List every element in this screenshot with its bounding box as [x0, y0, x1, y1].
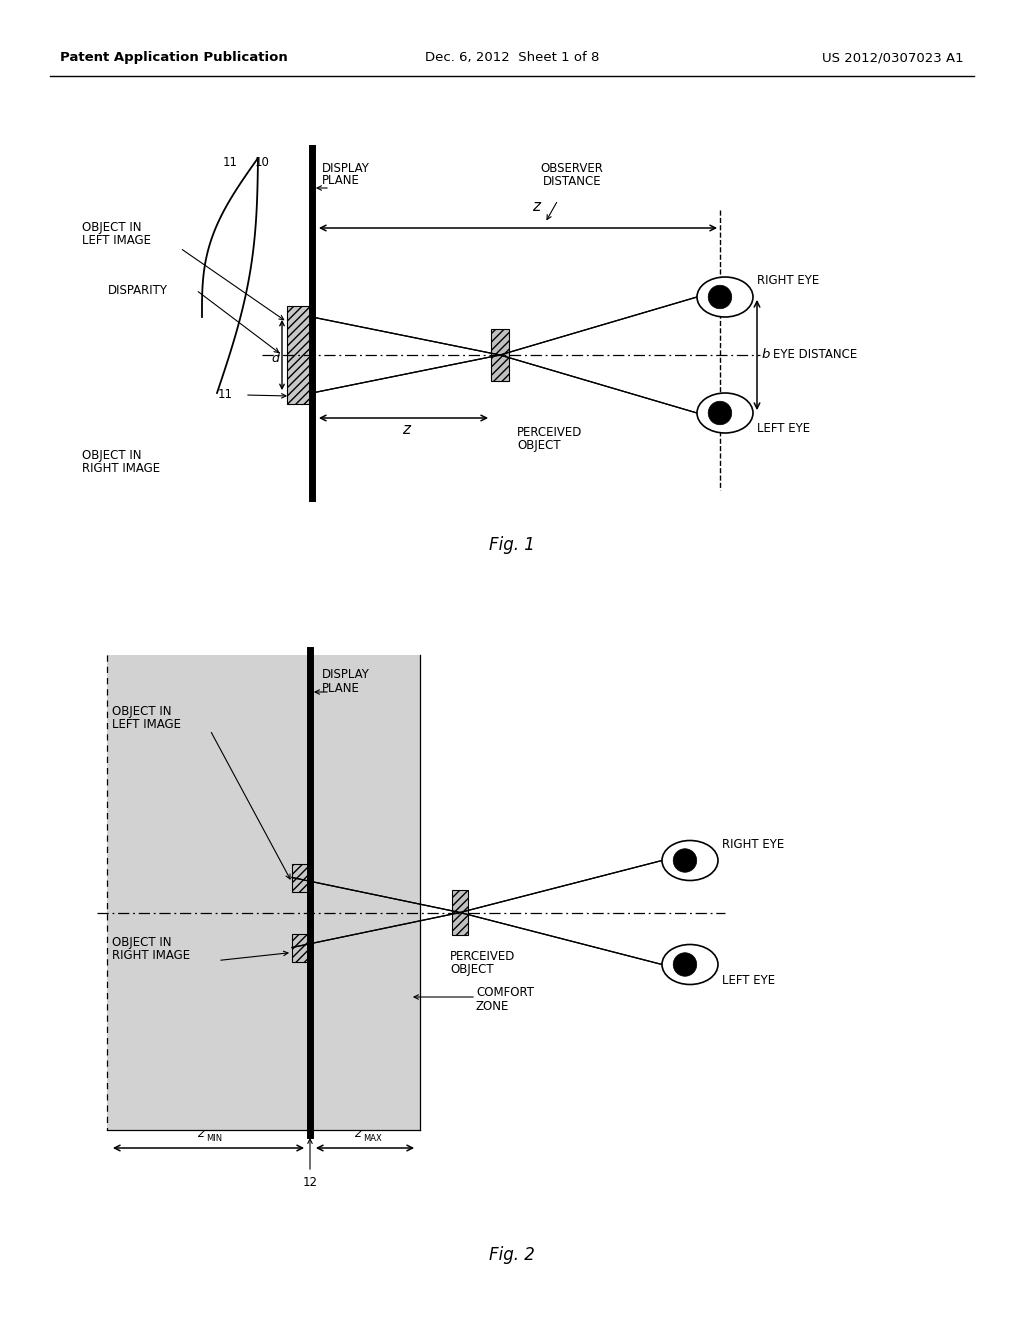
Text: Fig. 2: Fig. 2 [489, 1246, 535, 1265]
Text: RIGHT IMAGE: RIGHT IMAGE [82, 462, 160, 474]
Text: 10: 10 [255, 157, 269, 169]
Text: OBJECT IN: OBJECT IN [82, 222, 141, 235]
Text: z: z [353, 1127, 360, 1140]
Circle shape [673, 849, 696, 873]
Ellipse shape [662, 841, 718, 880]
Text: 11: 11 [217, 388, 232, 401]
Text: 12: 12 [302, 1176, 317, 1188]
Bar [292, 933, 310, 961]
Bar [106, 655, 420, 1130]
Circle shape [673, 953, 696, 977]
Text: PERCEIVED: PERCEIVED [450, 950, 515, 964]
Text: Dec. 6, 2012  Sheet 1 of 8: Dec. 6, 2012 Sheet 1 of 8 [425, 51, 599, 65]
Text: LEFT EYE: LEFT EYE [722, 974, 775, 987]
Text: MAX: MAX [362, 1134, 382, 1143]
Text: z: z [532, 199, 540, 214]
Text: Patent Application Publication: Patent Application Publication [60, 51, 288, 65]
Text: DISPARITY: DISPARITY [108, 284, 168, 297]
Text: US 2012/0307023 A1: US 2012/0307023 A1 [822, 51, 964, 65]
Text: EYE DISTANCE: EYE DISTANCE [773, 348, 857, 362]
Text: OBJECT: OBJECT [517, 440, 560, 453]
Text: RIGHT EYE: RIGHT EYE [722, 838, 784, 851]
Ellipse shape [662, 945, 718, 985]
Text: PLANE: PLANE [322, 681, 359, 694]
Text: PLANE: PLANE [322, 174, 359, 187]
Text: z: z [402, 422, 410, 437]
Text: DISPLAY: DISPLAY [322, 668, 370, 681]
Text: b: b [762, 348, 770, 362]
Text: OBJECT IN: OBJECT IN [112, 936, 171, 949]
Text: RIGHT IMAGE: RIGHT IMAGE [112, 949, 190, 962]
Bar [452, 890, 468, 935]
Bar [490, 329, 509, 381]
Text: OBSERVER: OBSERVER [541, 162, 603, 176]
Text: LEFT EYE: LEFT EYE [757, 422, 810, 436]
Text: d: d [271, 351, 279, 364]
Text: COMFORT: COMFORT [476, 986, 534, 999]
Circle shape [709, 285, 732, 309]
Text: LEFT IMAGE: LEFT IMAGE [82, 235, 151, 248]
Text: 11: 11 [222, 157, 238, 169]
Text: RIGHT EYE: RIGHT EYE [757, 275, 819, 288]
Ellipse shape [697, 277, 753, 317]
Text: ZONE: ZONE [476, 999, 509, 1012]
Ellipse shape [697, 393, 753, 433]
Text: PERCEIVED: PERCEIVED [517, 425, 583, 438]
Text: LEFT IMAGE: LEFT IMAGE [112, 718, 181, 731]
Text: OBJECT IN: OBJECT IN [112, 705, 171, 718]
Text: DISTANCE: DISTANCE [543, 176, 601, 187]
Bar [292, 863, 310, 891]
Text: Fig. 1: Fig. 1 [489, 536, 535, 554]
Text: MIN: MIN [207, 1134, 222, 1143]
Text: OBJECT: OBJECT [450, 964, 494, 977]
Text: OBJECT IN: OBJECT IN [82, 449, 141, 462]
Bar [287, 306, 312, 404]
Text: z: z [198, 1127, 204, 1140]
Text: DISPLAY: DISPLAY [322, 161, 370, 174]
Circle shape [709, 401, 732, 425]
